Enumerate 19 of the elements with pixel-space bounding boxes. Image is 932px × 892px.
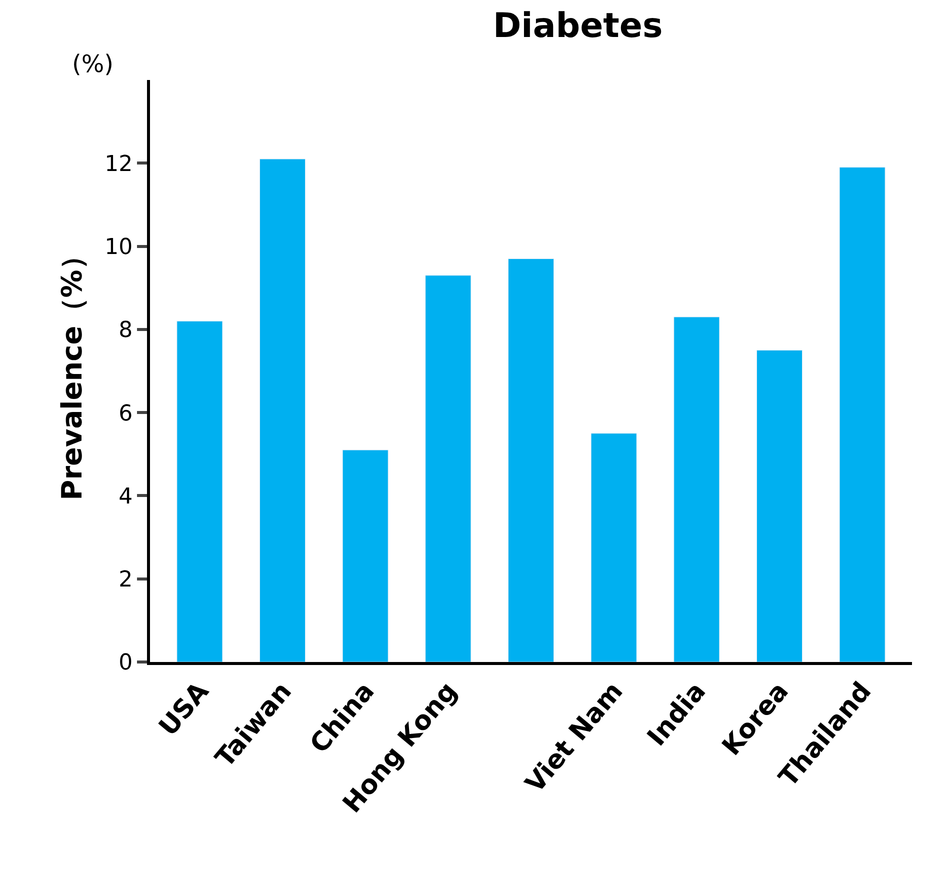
bar — [590, 433, 637, 662]
y-axis-title: Prevalence（%） — [55, 242, 88, 500]
bar — [342, 450, 388, 662]
y-tick-label: 8 — [118, 318, 133, 344]
text: (%) — [72, 50, 114, 78]
y-tick-label: 4 — [118, 484, 133, 510]
y-tick-label: 12 — [104, 152, 133, 177]
chart-title: Diabetes — [492, 6, 663, 46]
y-tick-label: 6 — [118, 401, 133, 426]
bar — [674, 316, 720, 662]
bar — [756, 350, 803, 662]
bar — [176, 320, 223, 662]
bar — [259, 158, 306, 662]
y-tick-label: 0 — [118, 650, 133, 676]
y-tick-label: 2 — [118, 568, 133, 593]
bar — [839, 167, 886, 662]
bar — [425, 275, 472, 662]
bar — [508, 258, 554, 662]
y-tick-label: 10 — [104, 234, 133, 260]
